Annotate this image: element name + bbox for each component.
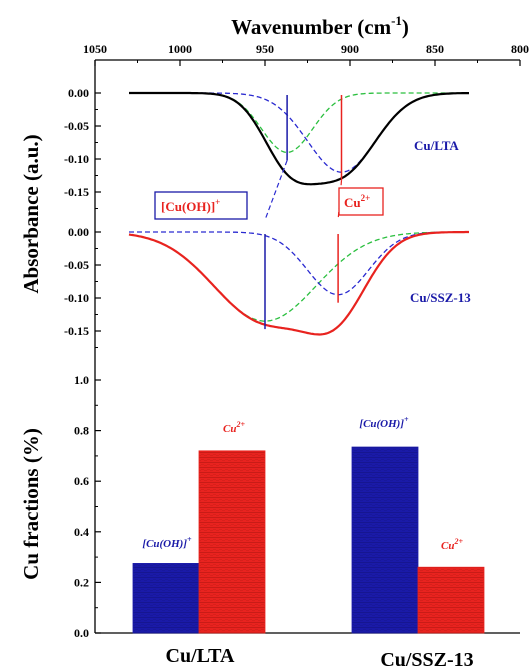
category-label-lta: Cu/LTA: [166, 645, 235, 667]
y-tick-label: -0.05: [64, 119, 89, 133]
x-tick-label: 1050: [83, 42, 107, 56]
y-tick-label: -0.15: [64, 324, 89, 338]
fraction-axis-title: Cu fractions (%): [19, 428, 43, 580]
bars-group: [132, 446, 485, 634]
y-tick-label: -0.05: [64, 258, 89, 272]
x-tick-label: 850: [426, 42, 444, 56]
x-tick-label: 900: [341, 42, 359, 56]
sample-label-lta: Cu/LTA: [414, 138, 459, 153]
bar-label-ssz13-cu2: Cu2+: [441, 537, 463, 552]
bar-label-ssz13-cuoh: [Cu(OH)]+: [359, 415, 409, 430]
bar-y-tick-label: 1.0: [74, 373, 89, 387]
bar-ssz13-cuoh: [351, 446, 419, 634]
bar-y-tick-label: 0.0: [74, 626, 89, 640]
component-curve-lta-cu2: [129, 92, 469, 173]
x-tick-label: 950: [256, 42, 274, 56]
x-tick-label: 1000: [168, 42, 192, 56]
component-curve-ssz13-cuoh: [128, 231, 469, 322]
bar-lta-cuoh: [132, 563, 200, 634]
connector-cuoh: [264, 160, 288, 221]
category-label-ssz13: Cu/SSZ-13: [380, 649, 473, 667]
bar-y-tick-label: 0.2: [74, 575, 89, 589]
ticks-group: 1050 1000 950 900 850 800 0.00 -0.05 -0.10 -0.15 0…: [64, 42, 529, 640]
bar-y-tick-label: 0.8: [74, 424, 89, 438]
y-tick-label: -0.15: [64, 185, 89, 199]
x-tick-label: 800: [511, 42, 529, 56]
cu2-label: Cu2+: [344, 193, 370, 210]
cuoh-label: [Cu(OH)]+: [161, 197, 220, 214]
cu2-label-box: [338, 187, 384, 216]
absorbance-axis-title: Absorbance (a.u.): [19, 134, 43, 293]
bar-ssz13-cu2: [417, 566, 485, 634]
component-curve-ssz13-cu2: [129, 231, 469, 296]
bar-lta-cu2: [198, 450, 266, 634]
y-tick-label: 0.00: [68, 86, 89, 100]
cuoh-label-box: [154, 191, 248, 220]
bar-label-lta-cuoh: [Cu(OH)]+: [142, 535, 192, 550]
bar-label-lta-cu2: Cu2+: [223, 420, 245, 435]
y-tick-label: -0.10: [64, 291, 89, 305]
sample-label-ssz13: Cu/SSZ-13: [410, 290, 471, 305]
y-tick-label: -0.10: [64, 152, 89, 166]
top-axis-title: Wavenumber (cm-1): [231, 13, 409, 39]
spectra-group: [128, 91, 469, 336]
bar-y-tick-label: 0.6: [74, 474, 89, 488]
y-tick-label: 0.00: [68, 225, 89, 239]
total-curve-ssz13: [128, 230, 469, 336]
total-curve-lta: [129, 91, 469, 186]
bar-y-tick-label: 0.4: [74, 525, 89, 539]
